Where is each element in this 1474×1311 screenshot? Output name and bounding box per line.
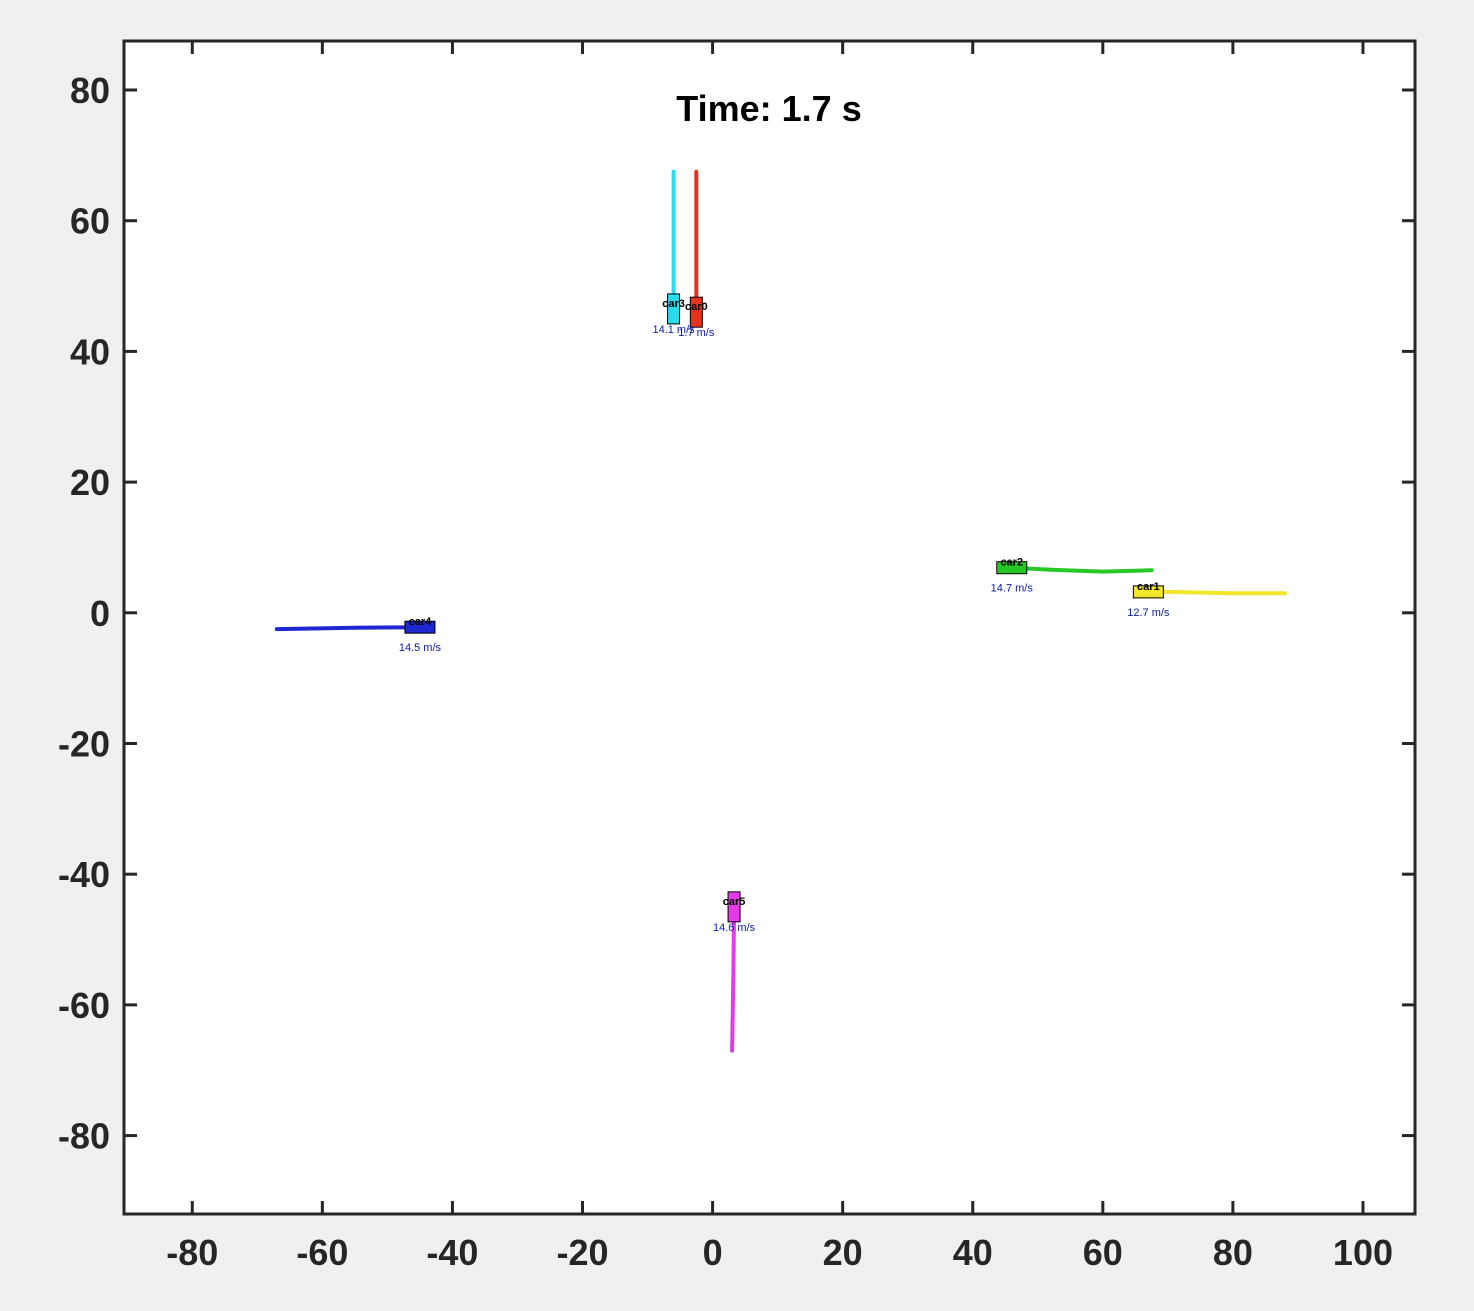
car2-speed: 14.7 m/s: [991, 583, 1034, 595]
car2-trajectory: [1009, 565, 1154, 574]
car4-speed: 14.5 m/s: [399, 642, 442, 654]
car0-speed: 1.7 m/s: [678, 327, 715, 339]
x-tick-label: 40: [953, 1232, 993, 1273]
car5-speed: 14.6 m/s: [713, 922, 756, 934]
car2-label: car2: [1000, 557, 1023, 569]
y-tick-label: 0: [90, 593, 110, 634]
car1-speed: 12.7 m/s: [1127, 607, 1170, 619]
x-tick-label: 0: [703, 1232, 723, 1273]
car0-body: [689, 296, 703, 328]
y-tick-label: 60: [70, 201, 110, 242]
y-tick-label: 40: [70, 331, 110, 372]
car1-trajectory: [1146, 589, 1287, 596]
y-tick-label: -60: [58, 985, 110, 1026]
x-tick-label: -40: [426, 1232, 478, 1273]
car3-speed: 14.1 m/s: [652, 324, 695, 336]
x-tick-label: -80: [166, 1232, 218, 1273]
car5-trajectory: [730, 904, 737, 1053]
x-tick-label: -60: [296, 1232, 348, 1273]
car3-body: [667, 293, 681, 325]
car4-label: car4: [409, 616, 433, 628]
x-tick-label: 60: [1083, 1232, 1123, 1273]
car1-body: [1132, 585, 1164, 599]
car2-body: [996, 561, 1028, 575]
axes-frame: [122, 39, 1417, 1216]
car4-body: [404, 620, 436, 634]
trajectories: [274, 169, 1287, 1053]
y-tick-label: -40: [58, 854, 110, 895]
car4-trajectory: [274, 625, 422, 632]
vehicles: car0 1.7 m/s car1 12.7 m/s car2 14.7 m/s car3 1…: [399, 293, 1170, 934]
x-tick-label: 100: [1333, 1232, 1393, 1273]
car1-label: car1: [1137, 581, 1160, 593]
tick-labels: -80 -60 -40 -20 0 20 40 60 80 100 80 60 40 20 0 -20 -40 -…: [58, 70, 1393, 1273]
y-tick-label: 80: [70, 70, 110, 111]
y-tick-label: -20: [58, 723, 110, 764]
x-tick-label: -20: [557, 1232, 609, 1273]
car5-label: car5: [723, 896, 746, 908]
plot-title: Time: 1.7 s: [676, 88, 861, 129]
y-tick-label: -80: [58, 1116, 110, 1157]
tick-marks: [124, 41, 1415, 1214]
car5-body: [727, 891, 741, 923]
car3-label: car3: [662, 298, 685, 310]
x-tick-label: 20: [823, 1232, 863, 1273]
y-tick-label: 20: [70, 462, 110, 503]
x-tick-label: 80: [1213, 1232, 1253, 1273]
car0-label: car0: [685, 301, 708, 313]
